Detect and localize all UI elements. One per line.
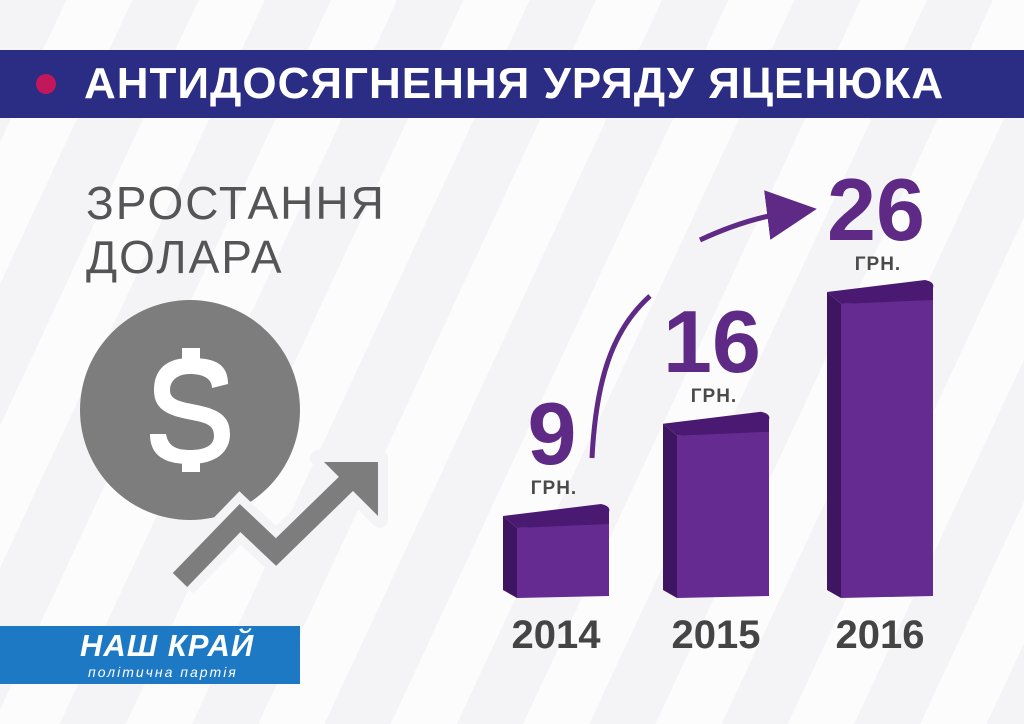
header-banner: АНТИДОСЯГНЕННЯ УРЯДУ ЯЦЕНЮКА (0, 50, 1024, 118)
data-label: 16 (663, 292, 761, 391)
data-label: 9 (528, 384, 577, 483)
bullet-dot (36, 74, 56, 94)
growth-arrow-2 (698, 190, 817, 243)
bar-2015 (663, 411, 770, 598)
chart-subtitle: ЗРОСТАННЯ ДОЛАРА (86, 176, 386, 284)
x-tick-label: 2015 (672, 613, 761, 657)
subtitle-line-1: ЗРОСТАННЯ (86, 177, 386, 229)
party-logo: НАШ КРАЙ політична партія (0, 626, 300, 684)
page-title: АНТИДОСЯГНЕННЯ УРЯДУ ЯЦЕНЮКА (84, 59, 945, 108)
growth-arrows (589, 190, 817, 459)
unit-label: ГРН. (531, 478, 577, 499)
x-tick-label: 2014 (512, 613, 602, 657)
rising-arrow-icon (172, 470, 359, 587)
dollar-coin-rising-arrow-icon (80, 300, 388, 594)
growth-arrow-1 (589, 294, 652, 459)
dollar-sign-icon (150, 348, 230, 472)
x-tick-label: 2016 (836, 613, 925, 657)
unit-label: ГРН. (855, 254, 901, 275)
logo-tagline: політична партія (88, 664, 238, 680)
unit-label: ГРН. (691, 386, 737, 407)
bar-2016 (827, 280, 934, 598)
logo-name: НАШ КРАЙ (80, 628, 255, 663)
bar-2014 (503, 504, 610, 598)
subtitle-line-2: ДОЛАРА (86, 231, 284, 283)
data-label: 26 (827, 160, 925, 259)
